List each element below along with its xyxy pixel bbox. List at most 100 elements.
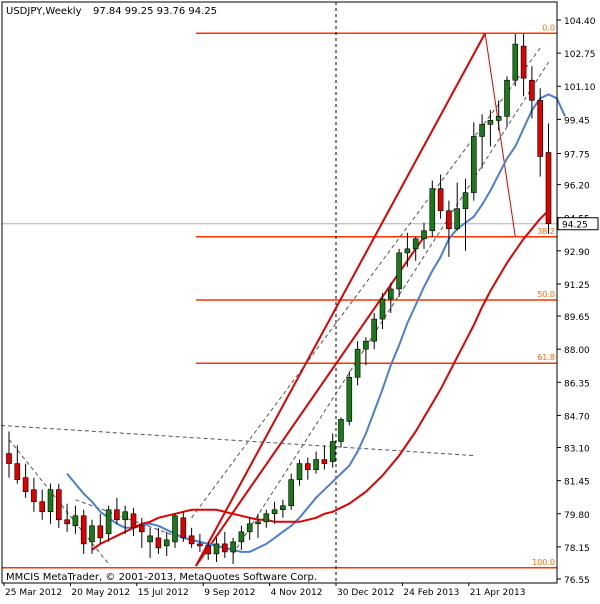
y-tick-label: 102.75 [564, 50, 596, 60]
candle [329, 433, 336, 468]
candle [130, 507, 137, 536]
y-tick-label: 89.65 [564, 313, 590, 323]
y-tick-label: 92.90 [564, 248, 590, 258]
candle [39, 489, 46, 520]
candle-body [545, 152, 552, 225]
candle [89, 519, 95, 554]
candle [180, 511, 187, 542]
candle-body [105, 509, 112, 535]
y-tick-label: 96.20 [564, 182, 590, 192]
candle [230, 537, 236, 564]
candle [387, 282, 394, 314]
fib-label: 61.8 [537, 353, 555, 362]
candle [529, 66, 535, 119]
x-tick-label: 9 Sep 2012 [204, 588, 255, 598]
candle-body [537, 99, 544, 157]
candles-layer [6, 34, 552, 564]
candle [147, 527, 153, 558]
candle-body [520, 45, 527, 79]
candle [205, 541, 211, 560]
candle-body [421, 230, 427, 240]
candle-body [321, 459, 328, 464]
candle-body [163, 539, 170, 547]
candle-body [188, 535, 195, 545]
candle [255, 513, 261, 538]
candle [487, 110, 494, 147]
moving-average-layer [66, 93, 567, 553]
candle-body [205, 545, 211, 555]
y-tick-label: 104.40 [564, 17, 596, 27]
x-tick-label: 20 May 2012 [71, 588, 130, 598]
candle-body [130, 513, 137, 529]
slow-moving-average [91, 209, 550, 551]
candle-body [379, 298, 386, 320]
candle [495, 100, 502, 131]
candle [14, 445, 21, 484]
y-tick-label: 76.55 [564, 576, 590, 586]
candle-body [222, 543, 228, 553]
candle-body [238, 531, 245, 543]
candle-body [412, 238, 419, 250]
candle-body [14, 463, 21, 480]
candle [6, 431, 12, 478]
candle [520, 34, 527, 97]
trend-line-down [484, 33, 516, 237]
candle [263, 509, 270, 528]
candle-body [495, 116, 502, 121]
channel-lower [232, 61, 549, 555]
candle [421, 222, 427, 249]
candle-body [64, 519, 70, 525]
candle [429, 180, 436, 237]
candle-body [446, 210, 452, 230]
candle-body [197, 543, 203, 547]
trend-line-up [195, 32, 486, 567]
candle-body [363, 340, 369, 350]
candle [222, 531, 228, 558]
candle-body [39, 501, 46, 513]
x-tick-label: 4 Nov 2012 [271, 588, 323, 598]
candle-body [313, 459, 319, 470]
candle [537, 88, 544, 177]
copyright-text: MMCIS MetaTrader, © 2001-2013, MetaQuote… [6, 572, 317, 583]
candle [213, 537, 220, 562]
x-tick-label: 15 Jul 2012 [138, 588, 189, 598]
candle [105, 505, 112, 542]
candle-body [271, 509, 278, 515]
candle-body [479, 124, 485, 137]
trend-line-base [195, 236, 425, 567]
y-tick-label: 79.80 [564, 511, 590, 521]
candle-body [114, 509, 120, 521]
candle [246, 517, 253, 540]
candle [114, 497, 120, 524]
candle [47, 483, 54, 524]
candle [288, 473, 295, 510]
candle-body [155, 537, 162, 549]
candle [197, 533, 203, 552]
candle [545, 123, 552, 234]
candle-body [230, 541, 236, 553]
candle-body [47, 489, 54, 513]
plot-frame [1, 1, 558, 584]
candle-body [172, 515, 178, 543]
y-tick-label: 101.10 [564, 83, 596, 93]
candle [280, 499, 286, 518]
candle [271, 501, 278, 524]
candle [504, 76, 510, 127]
candle-body [529, 79, 535, 101]
fib-label: 38.2 [537, 227, 555, 236]
fib-label: 0.0 [542, 23, 555, 32]
x-tick-label: 30 Dec 2012 [337, 588, 395, 598]
candle [31, 477, 37, 512]
candle [172, 513, 178, 548]
candle-body [80, 515, 87, 545]
candle-body [329, 441, 336, 462]
candle [379, 292, 386, 330]
candle-body [404, 248, 411, 254]
y-tick-label: 99.45 [564, 116, 590, 126]
candle-body [429, 188, 436, 232]
candle [72, 505, 79, 534]
candle-body [346, 376, 353, 422]
y-tick-label: 86.35 [564, 379, 590, 389]
